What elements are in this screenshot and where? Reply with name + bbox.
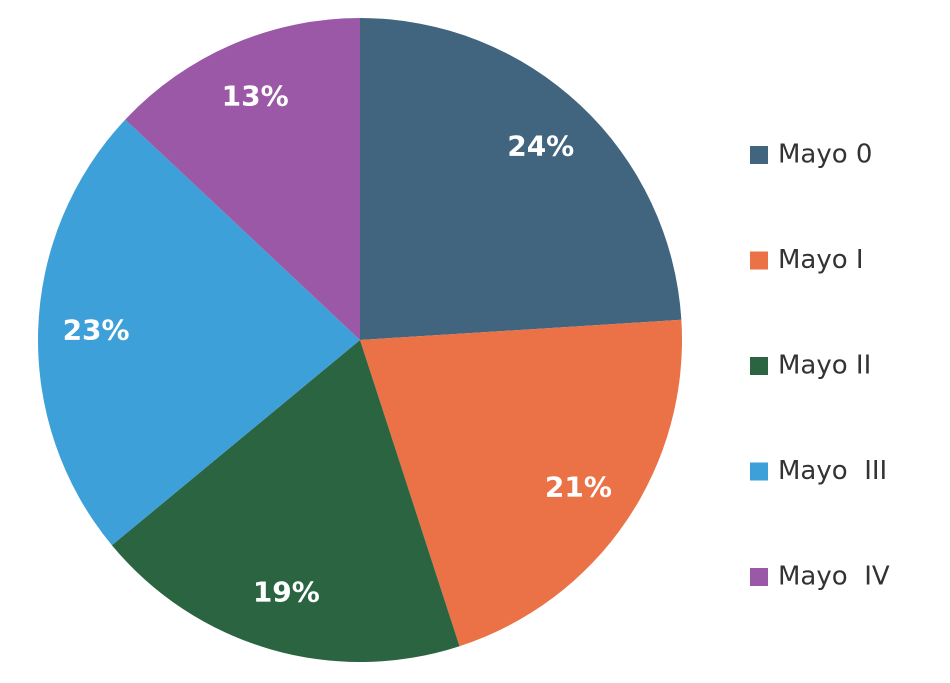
legend-label: Mayo IV [778, 562, 890, 592]
value-label: 21% [545, 470, 612, 503]
legend-label: Mayo 0 [778, 140, 872, 170]
value-label: 24% [507, 130, 574, 163]
legend-label: Mayo III [778, 456, 887, 486]
legend-swatch [750, 357, 768, 375]
legend-label: Mayo I [778, 245, 864, 275]
legend-swatch [750, 568, 768, 586]
legend-swatch [750, 462, 768, 481]
legend-label: Mayo II [778, 351, 871, 381]
pie-slice [360, 18, 682, 340]
legend-swatch [750, 251, 768, 270]
legend-swatch [750, 146, 768, 164]
pie-slice [360, 319, 683, 647]
pie-slice [111, 340, 460, 662]
pie-slice [38, 119, 360, 546]
pie-slice [125, 18, 361, 340]
value-label: 23% [63, 314, 130, 347]
value-label: 13% [222, 80, 289, 113]
value-label: 19% [253, 576, 320, 609]
